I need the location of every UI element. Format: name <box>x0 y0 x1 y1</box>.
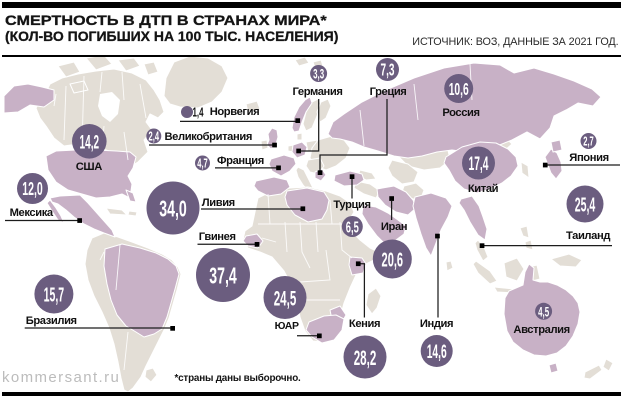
svg-text:15,7: 15,7 <box>44 284 65 306</box>
svg-text:12,0: 12,0 <box>22 178 43 199</box>
svg-text:4,7: 4,7 <box>197 157 208 171</box>
svg-text:4,5: 4,5 <box>538 304 549 319</box>
svg-text:24,5: 24,5 <box>274 286 297 310</box>
svg-text:14,2: 14,2 <box>80 131 100 153</box>
svg-text:20,6: 20,6 <box>382 249 404 272</box>
svg-text:14,6: 14,6 <box>427 342 447 363</box>
svg-text:6,5: 6,5 <box>346 219 359 236</box>
svg-text:3,3: 3,3 <box>313 67 324 82</box>
svg-text:25,4: 25,4 <box>575 194 596 217</box>
svg-text:2,4: 2,4 <box>149 130 160 144</box>
svg-text:2,7: 2,7 <box>583 134 594 149</box>
svg-text:7,3: 7,3 <box>381 61 395 80</box>
svg-text:37,4: 37,4 <box>209 263 237 289</box>
svg-text:34,0: 34,0 <box>159 196 187 222</box>
svg-text:17,4: 17,4 <box>469 154 489 175</box>
svg-text:28,2: 28,2 <box>354 346 377 370</box>
svg-text:10,6: 10,6 <box>449 79 469 99</box>
svg-text:1,4: 1,4 <box>193 106 204 120</box>
